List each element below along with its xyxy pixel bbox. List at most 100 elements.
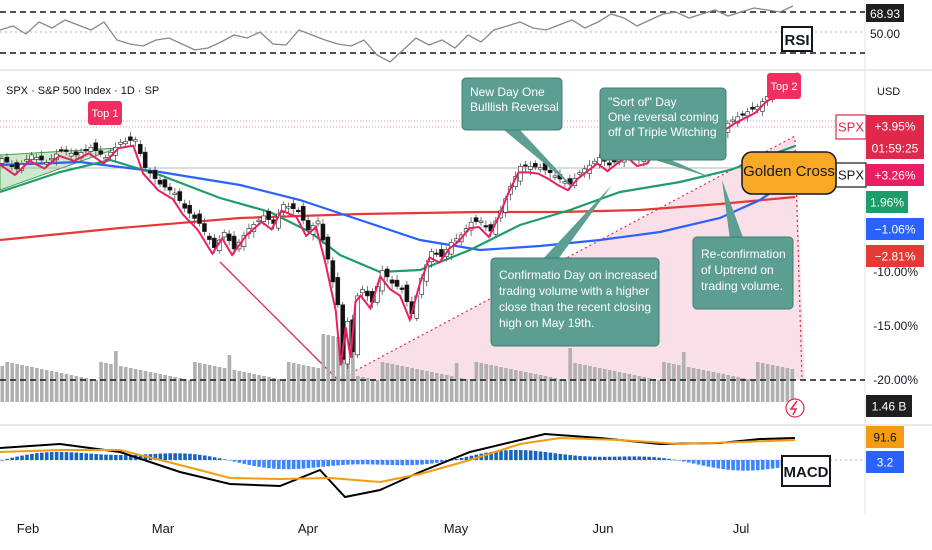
macd-hist-bar: [410, 460, 414, 466]
candle: [532, 163, 538, 168]
spx-tag-bg: [836, 115, 866, 139]
volume-bar: [425, 371, 429, 402]
volume-bar: [321, 334, 326, 402]
volume-bar: [696, 369, 701, 402]
candle: [9, 164, 15, 167]
macd-hist-bar: [360, 460, 365, 465]
volume-bar: [94, 380, 98, 402]
macd-hist-bar: [94, 454, 98, 460]
macd-hist-bar: [400, 460, 405, 466]
macd-hist-bar: [380, 460, 385, 465]
macd-hist-bar: [420, 460, 424, 465]
volume-bar: [741, 378, 745, 402]
volume-bar: [395, 365, 400, 402]
volume-bar: [272, 378, 276, 402]
percent-tick-label: -15.00%: [873, 319, 918, 333]
volume-bar: [622, 373, 627, 402]
candle: [399, 287, 405, 290]
volume-bar: [207, 365, 212, 402]
macd-hist-badge-bg: [866, 451, 904, 473]
flash-icon[interactable]: [785, 398, 805, 418]
macd-hist-bar: [430, 460, 434, 464]
macd-hist-bar: [770, 460, 775, 469]
volume-bar: [711, 372, 716, 402]
volume-bar: [617, 372, 622, 402]
volume-bar: [721, 374, 726, 402]
macd-hist-bar: [346, 460, 350, 465]
volume-bar: [133, 369, 138, 402]
volume-bar: [360, 377, 365, 402]
macd-hist-bar: [706, 460, 711, 467]
macd-hist-bar: [351, 460, 355, 465]
macd-hist-bar: [701, 460, 706, 466]
macd-hist-bar: [326, 460, 331, 467]
volume-bar: [291, 363, 296, 402]
macd-hist-bar: [736, 460, 740, 471]
month-tick-label: May: [444, 521, 469, 536]
volume-bar: [430, 372, 434, 402]
candle: [118, 141, 123, 145]
macd-hist-bar: [64, 452, 69, 460]
candle: [483, 225, 489, 228]
macd-hist-bar: [212, 457, 217, 460]
volume-bar: [746, 379, 750, 402]
spx-pct-badge-bg: [866, 115, 924, 137]
macd-hist-bar: [286, 460, 291, 470]
volume-bar: [158, 374, 163, 402]
volume-bar: [64, 374, 69, 402]
macd-hist-bar: [188, 453, 192, 460]
candle: [128, 136, 133, 141]
candle: [172, 192, 178, 195]
volume-bar: [751, 380, 755, 402]
volume-bar: [10, 363, 14, 402]
macd-hist-bar: [128, 454, 133, 460]
volume-bar: [193, 362, 197, 402]
macd-hist-bar: [731, 460, 735, 471]
macd-hist-bar: [183, 453, 187, 460]
reconfirmation-line: of Uptrend on: [701, 263, 774, 277]
volume-bar: [459, 378, 464, 402]
macd-hist-bar: [232, 460, 237, 462]
macd-hist-bar: [35, 453, 39, 460]
ma200-pct-badge: −2.81%: [874, 250, 915, 264]
candle: [335, 277, 341, 306]
volume-bar: [311, 367, 316, 402]
volume-bar: [509, 369, 513, 402]
ma100-pct-badge-bg: [866, 218, 924, 240]
candle: [325, 236, 331, 260]
ma200-pct-badge-bg: [866, 245, 924, 267]
volume-bar: [380, 362, 385, 402]
ma50-pct-badge: 1.96%: [870, 196, 904, 210]
macd-hist-bar: [760, 460, 765, 470]
volume-bar: [212, 366, 217, 402]
macd-hist-bar: [104, 454, 108, 460]
macd-hist-bar: [484, 452, 489, 460]
candle: [177, 191, 183, 201]
macd-hist-bar: [74, 452, 79, 460]
volume-bar: [331, 336, 335, 402]
volume-bar: [365, 378, 370, 402]
volume-bar: [54, 372, 59, 402]
candle: [404, 284, 410, 302]
volume-bar: [25, 366, 29, 402]
macd-hist-bar: [272, 460, 276, 469]
macd-hist-bar: [54, 451, 59, 460]
macd-hist-bar: [514, 449, 518, 460]
candle: [212, 237, 217, 248]
macd-hist-bar: [538, 451, 543, 460]
volume-bar: [691, 368, 696, 402]
candle: [434, 252, 439, 255]
macd-hist-bar: [316, 460, 321, 468]
volume-bar: [528, 373, 533, 402]
volume-bar: [538, 375, 543, 402]
macd-hist-bar: [765, 460, 770, 470]
volume-bar: [74, 376, 79, 402]
macd-hist-bar: [504, 450, 508, 460]
macd-hist-bar: [227, 460, 232, 461]
volume-bar: [731, 376, 735, 402]
macd-hist-bar: [667, 458, 671, 460]
macd-hist-bar: [622, 456, 627, 460]
candle: [266, 211, 271, 221]
volume-bar: [59, 373, 64, 402]
macd-hist-bar: [464, 456, 469, 460]
